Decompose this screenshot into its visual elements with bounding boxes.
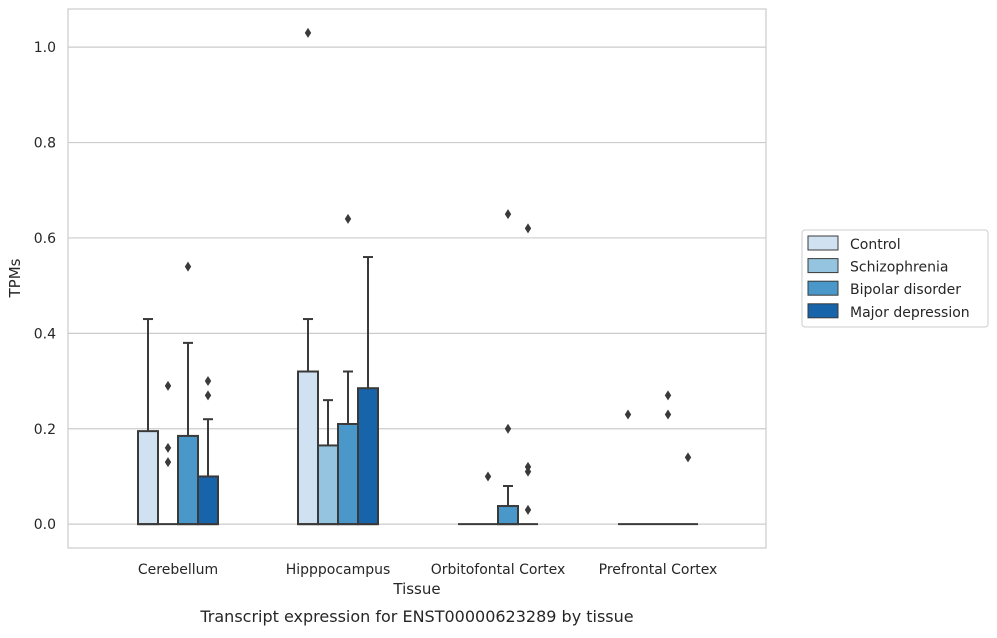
legend-frame [801, 229, 989, 328]
y-tick-label: 0.4 [34, 326, 56, 342]
box [337, 422, 359, 526]
y-tick-label: 1.0 [34, 40, 56, 56]
x-tick-label: Orbitofontal Cortex [431, 562, 566, 578]
outlier-point [204, 376, 212, 387]
box-bipolar-disorder [177, 261, 199, 526]
chart-title: Transcript expression for ENST0000062328… [199, 607, 633, 626]
legend-label: Control [850, 237, 901, 253]
box [317, 444, 339, 526]
outlier-point [524, 223, 532, 234]
box-control [618, 409, 638, 526]
x-tick-label: Cerebellum [138, 562, 218, 578]
legend-label: Schizophrenia [850, 260, 948, 276]
legend-label: Bipolar disorder [850, 282, 961, 298]
y-tick-label: 0.6 [34, 231, 56, 247]
outlier-point [504, 423, 512, 434]
box [497, 505, 519, 526]
box [177, 434, 199, 526]
x-axis-label: Tissue [392, 580, 440, 598]
legend-swatch [807, 280, 839, 296]
box [197, 475, 219, 526]
box-major-depression [678, 452, 698, 526]
box [357, 387, 379, 526]
outlier-point [664, 390, 672, 401]
box-bipolar-disorder [658, 390, 678, 526]
outlier-point [304, 27, 312, 38]
y-tick-label: 0.8 [34, 136, 56, 152]
outlier-point [164, 442, 172, 453]
x-tick-label: Hipppocampus [286, 562, 391, 578]
outlier-point [484, 471, 492, 482]
box-major-depression [357, 256, 379, 526]
y-tick-label: 0.0 [34, 517, 56, 533]
box [297, 370, 319, 526]
legend-label: Major depression [850, 305, 970, 321]
outlier-point [664, 409, 672, 420]
legend-swatch [807, 258, 839, 274]
box-schizophrenia [478, 471, 498, 526]
outlier-point [204, 390, 212, 401]
box-schizophrenia [158, 380, 178, 526]
box [137, 430, 159, 526]
legend: Control Schizophrenia Bipolar disorder Majo… [801, 229, 989, 328]
box-bipolar-disorder [337, 213, 359, 526]
outlier-point [684, 452, 692, 463]
y-tick-label: 0.2 [34, 422, 56, 438]
legend-swatch [807, 303, 839, 319]
box-control [137, 318, 159, 526]
outlier-point [164, 380, 172, 391]
outlier-point [524, 504, 532, 515]
outlier-point [164, 457, 172, 468]
outlier-point [624, 409, 632, 420]
box-control [297, 27, 319, 526]
legend-swatch [807, 235, 839, 251]
outlier-point [504, 209, 512, 220]
x-tick-label: Prefrontal Cortex [599, 562, 718, 578]
plot-frame [67, 8, 767, 549]
box-bipolar-disorder [497, 209, 519, 526]
box-major-depression [518, 223, 538, 526]
outlier-point [344, 213, 352, 224]
box-schizophrenia [317, 399, 339, 526]
box-major-depression [197, 376, 219, 526]
y-axis-label: TPMs [6, 258, 24, 298]
outlier-point [184, 261, 192, 272]
outlier-point [524, 466, 532, 477]
